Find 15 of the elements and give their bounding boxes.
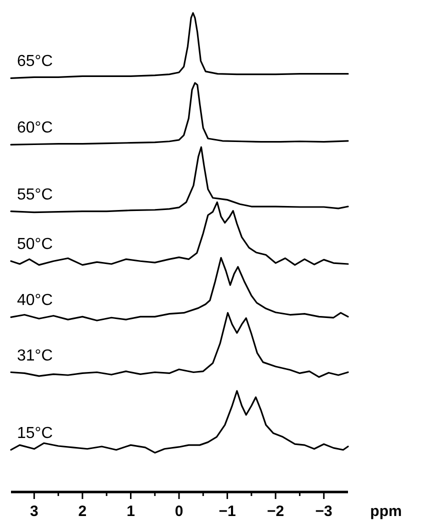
x-tick-label: 1	[126, 503, 135, 520]
series-label: 40°C	[17, 292, 53, 310]
series-label: 55°C	[17, 186, 53, 204]
x-tick-label: −3	[315, 503, 332, 520]
x-tick-label: 2	[78, 503, 87, 520]
series-label: 15°C	[17, 424, 53, 442]
series-label: 31°C	[17, 347, 53, 364]
series-label: 65°C	[17, 53, 53, 70]
series-label: 50°C	[17, 236, 53, 254]
x-tick-label: 0	[174, 503, 184, 520]
x-tick-label: −2	[267, 503, 284, 520]
x-tick-label: −1	[218, 503, 236, 520]
series-label: 60°C	[17, 120, 53, 137]
x-tick-label: 3	[30, 503, 38, 520]
x-axis-title: ppm	[370, 503, 402, 520]
